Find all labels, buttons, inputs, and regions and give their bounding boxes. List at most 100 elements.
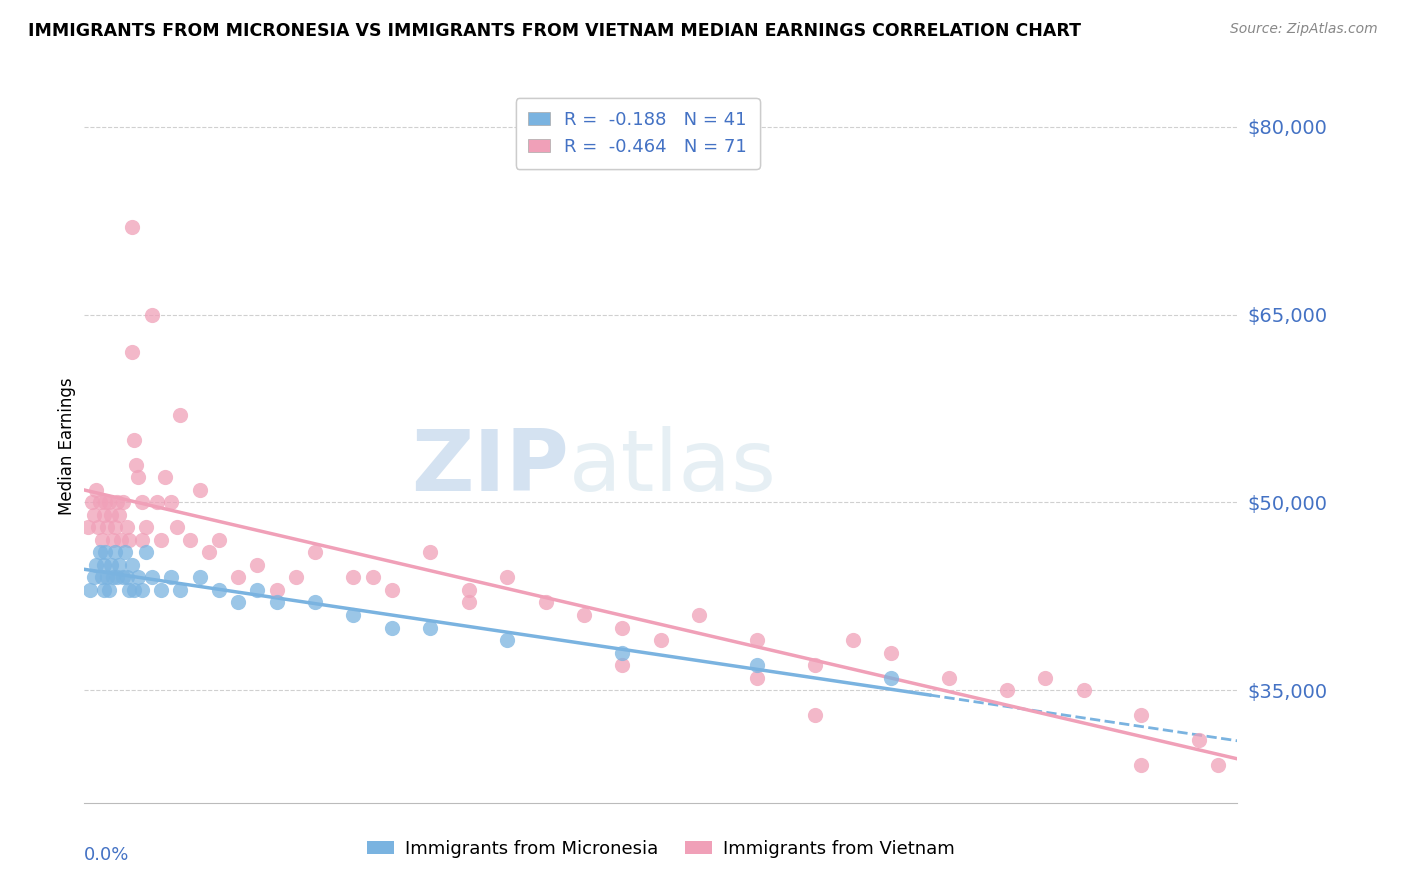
Text: atlas: atlas	[568, 425, 776, 509]
Point	[141, 570, 163, 584]
Point	[160, 495, 183, 509]
Point	[179, 533, 201, 547]
Point	[938, 671, 960, 685]
Point	[745, 658, 768, 673]
Point	[96, 570, 118, 584]
Point	[79, 582, 101, 597]
Point	[995, 683, 1018, 698]
Point	[381, 582, 404, 597]
Point	[342, 570, 364, 584]
Point	[226, 570, 249, 584]
Point	[93, 558, 115, 572]
Point	[83, 508, 105, 522]
Point	[1033, 671, 1056, 685]
Point	[80, 495, 103, 509]
Point	[104, 520, 127, 534]
Point	[198, 545, 221, 559]
Point	[111, 570, 134, 584]
Point	[612, 646, 634, 660]
Point	[208, 533, 231, 547]
Point	[93, 508, 115, 522]
Point	[266, 595, 288, 609]
Text: IMMIGRANTS FROM MICRONESIA VS IMMIGRANTS FROM VIETNAM MEDIAN EARNINGS CORRELATIO: IMMIGRANTS FROM MICRONESIA VS IMMIGRANTS…	[28, 22, 1081, 40]
Point	[803, 708, 825, 723]
Point	[150, 533, 173, 547]
Point	[124, 433, 146, 447]
Point	[90, 533, 112, 547]
Point	[90, 570, 112, 584]
Point	[105, 570, 128, 584]
Point	[121, 219, 143, 234]
Point	[304, 595, 326, 609]
Point	[342, 607, 364, 622]
Point	[419, 545, 441, 559]
Point	[121, 345, 143, 359]
Point	[115, 520, 138, 534]
Point	[98, 495, 121, 509]
Point	[100, 558, 122, 572]
Point	[146, 495, 169, 509]
Point	[89, 495, 111, 509]
Point	[83, 570, 105, 584]
Point	[880, 646, 903, 660]
Point	[1188, 733, 1211, 747]
Point	[105, 495, 128, 509]
Point	[141, 308, 163, 322]
Point	[612, 621, 634, 635]
Point	[103, 570, 124, 584]
Point	[572, 607, 595, 622]
Point	[103, 533, 124, 547]
Point	[84, 483, 107, 497]
Point	[266, 582, 288, 597]
Point	[457, 595, 479, 609]
Point	[115, 570, 138, 584]
Point	[96, 520, 118, 534]
Point	[534, 595, 557, 609]
Point	[127, 470, 149, 484]
Point	[77, 520, 100, 534]
Point	[1073, 683, 1095, 698]
Point	[124, 582, 146, 597]
Point	[1130, 708, 1153, 723]
Point	[153, 470, 176, 484]
Point	[1206, 758, 1229, 772]
Point	[650, 633, 672, 648]
Point	[745, 633, 768, 648]
Text: Source: ZipAtlas.com: Source: ZipAtlas.com	[1230, 22, 1378, 37]
Point	[381, 621, 404, 635]
Point	[419, 621, 441, 635]
Text: 0.0%: 0.0%	[84, 846, 129, 863]
Point	[150, 582, 173, 597]
Point	[108, 508, 131, 522]
Point	[226, 595, 249, 609]
Point	[246, 582, 269, 597]
Point	[89, 545, 111, 559]
Point	[135, 520, 157, 534]
Text: ZIP: ZIP	[411, 425, 568, 509]
Point	[361, 570, 384, 584]
Point	[93, 582, 115, 597]
Point	[169, 582, 191, 597]
Point	[84, 558, 107, 572]
Y-axis label: Median Earnings: Median Earnings	[58, 377, 76, 515]
Point	[110, 533, 132, 547]
Point	[1130, 758, 1153, 772]
Point	[108, 558, 131, 572]
Legend: R =  -0.188   N = 41, R =  -0.464   N = 71: R = -0.188 N = 41, R = -0.464 N = 71	[516, 98, 759, 169]
Point	[208, 582, 231, 597]
Point	[188, 570, 211, 584]
Point	[117, 582, 139, 597]
Point	[803, 658, 825, 673]
Point	[111, 495, 134, 509]
Point	[284, 570, 307, 584]
Point	[104, 545, 127, 559]
Point	[94, 545, 117, 559]
Point	[117, 533, 139, 547]
Point	[842, 633, 865, 648]
Point	[131, 533, 153, 547]
Point	[246, 558, 269, 572]
Point	[457, 582, 479, 597]
Point	[94, 495, 117, 509]
Point	[125, 458, 148, 472]
Point	[98, 582, 121, 597]
